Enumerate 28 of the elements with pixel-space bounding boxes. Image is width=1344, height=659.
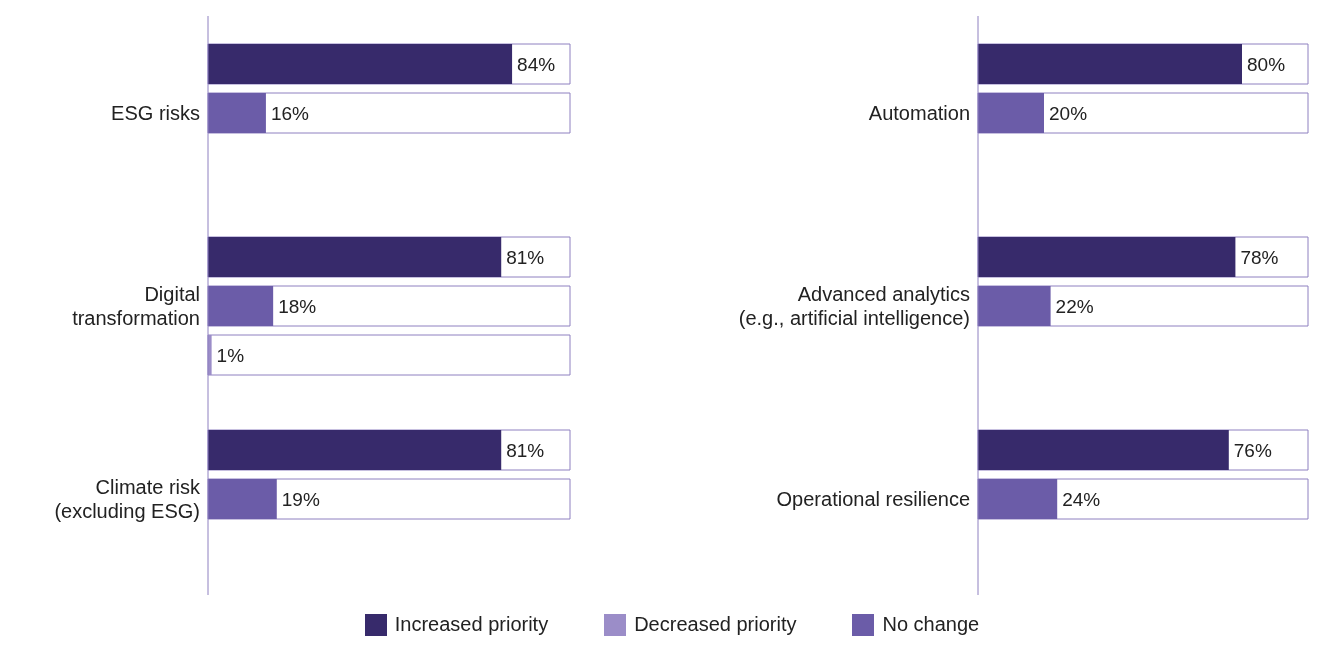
- bar: [208, 93, 266, 133]
- legend-label: Increased priority: [394, 613, 549, 636]
- data-label: 81%: [506, 246, 545, 268]
- data-label: 80%: [1247, 53, 1286, 75]
- bar: [978, 479, 1058, 519]
- bar: [978, 93, 1044, 133]
- data-label: 19%: [281, 488, 320, 510]
- data-label: 78%: [1240, 246, 1279, 268]
- data-label: 76%: [1233, 439, 1272, 461]
- y-tick-label: ESG risks: [111, 101, 200, 124]
- data-label: 16%: [270, 102, 310, 124]
- data-label: 18%: [278, 295, 317, 317]
- y-tick-label: Climate risk (excluding ESG): [54, 475, 201, 522]
- y-tick-label: Digital transformation: [72, 282, 200, 329]
- data-label: 1%: [216, 344, 245, 366]
- y-tick-label: Operational resilience: [776, 487, 970, 510]
- y-tick-label: Advanced analytics (e.g., artificial intelligence): [738, 282, 970, 329]
- data-label: 20%: [1049, 102, 1088, 124]
- data-label: 24%: [1062, 488, 1101, 510]
- data-label: 22%: [1055, 295, 1094, 317]
- y-tick-label: Automation: [868, 101, 970, 124]
- legend-label: Decreased priority: [634, 613, 797, 636]
- bar: [208, 479, 277, 519]
- data-label: 84%: [517, 53, 556, 75]
- bar: [208, 286, 274, 326]
- data-label: 81%: [506, 439, 545, 461]
- legend-label: No change: [882, 613, 980, 636]
- bar: [978, 286, 1051, 326]
